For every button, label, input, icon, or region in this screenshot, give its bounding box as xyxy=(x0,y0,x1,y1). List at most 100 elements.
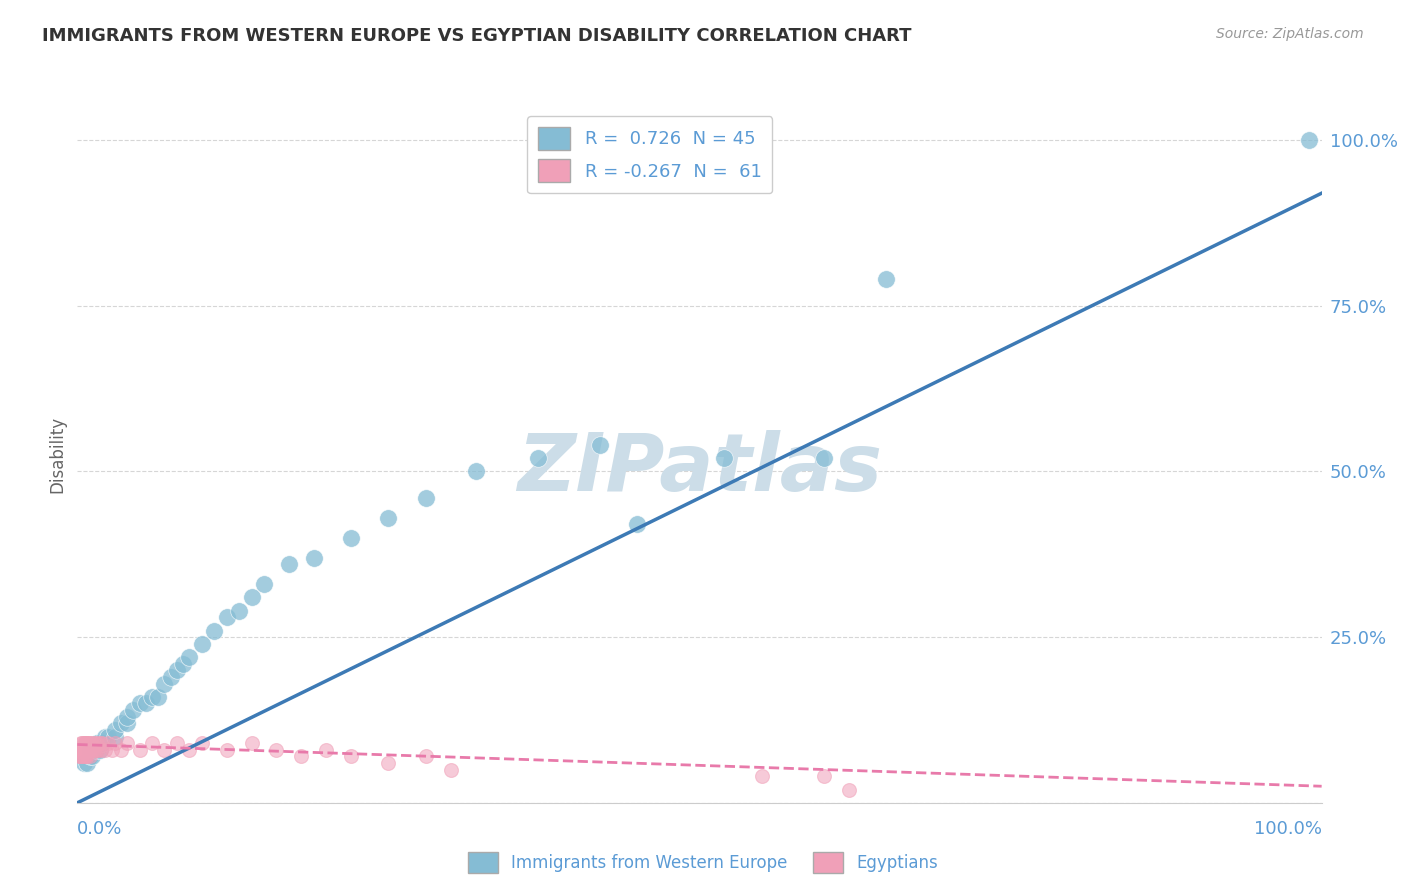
Point xyxy=(79,743,101,757)
Point xyxy=(266,743,288,757)
Text: ZIPatlas: ZIPatlas xyxy=(517,430,882,508)
Point xyxy=(70,743,93,757)
Point xyxy=(240,591,263,605)
Point xyxy=(67,749,90,764)
Point xyxy=(464,465,486,479)
Point xyxy=(148,690,170,704)
Point xyxy=(84,743,107,757)
Point xyxy=(75,743,97,757)
Point xyxy=(172,657,194,671)
Point xyxy=(166,663,188,677)
Point xyxy=(77,736,100,750)
Point xyxy=(228,604,250,618)
Point xyxy=(315,743,337,757)
Point xyxy=(215,610,238,624)
Point xyxy=(115,736,138,750)
Text: 0.0%: 0.0% xyxy=(77,820,122,838)
Point xyxy=(122,703,145,717)
Point xyxy=(79,749,101,764)
Point xyxy=(440,763,463,777)
Point xyxy=(813,451,835,466)
Point xyxy=(87,743,110,757)
Point xyxy=(526,451,548,466)
Point xyxy=(86,736,108,750)
Point xyxy=(290,749,312,764)
Point xyxy=(115,709,138,723)
Point xyxy=(141,736,163,750)
Point xyxy=(82,743,104,757)
Point xyxy=(93,743,115,757)
Point xyxy=(73,736,96,750)
Point xyxy=(415,491,437,505)
Point xyxy=(277,558,299,572)
Point xyxy=(70,749,93,764)
Point xyxy=(76,756,98,770)
Point xyxy=(110,743,132,757)
Point xyxy=(67,743,90,757)
Point xyxy=(302,550,325,565)
Point xyxy=(128,743,150,757)
Point xyxy=(75,736,97,750)
Point xyxy=(875,272,897,286)
Point xyxy=(128,697,150,711)
Point xyxy=(110,716,132,731)
Point xyxy=(72,736,94,750)
Legend: Immigrants from Western Europe, Egyptians: Immigrants from Western Europe, Egyptian… xyxy=(461,846,945,880)
Point xyxy=(73,743,96,757)
Point xyxy=(79,736,101,750)
Point xyxy=(82,736,104,750)
Point xyxy=(153,743,176,757)
Point xyxy=(76,749,98,764)
Point xyxy=(86,736,108,750)
Point xyxy=(159,670,181,684)
Legend: R =  0.726  N = 45, R = -0.267  N =  61: R = 0.726 N = 45, R = -0.267 N = 61 xyxy=(527,116,772,194)
Point xyxy=(79,749,101,764)
Point xyxy=(84,743,107,757)
Point xyxy=(72,743,94,757)
Point xyxy=(713,451,735,466)
Point xyxy=(83,736,105,750)
Point xyxy=(73,749,96,764)
Point xyxy=(166,736,188,750)
Point xyxy=(82,749,104,764)
Point xyxy=(72,749,94,764)
Text: IMMIGRANTS FROM WESTERN EUROPE VS EGYPTIAN DISABILITY CORRELATION CHART: IMMIGRANTS FROM WESTERN EUROPE VS EGYPTI… xyxy=(42,27,911,45)
Point xyxy=(253,577,276,591)
Point xyxy=(377,511,399,525)
Point xyxy=(89,743,111,757)
Point xyxy=(813,769,835,783)
Point xyxy=(202,624,225,638)
Point xyxy=(179,650,201,665)
Point xyxy=(377,756,399,770)
Point xyxy=(72,756,94,770)
Point xyxy=(90,743,112,757)
Point xyxy=(240,736,263,750)
Text: Source: ZipAtlas.com: Source: ZipAtlas.com xyxy=(1216,27,1364,41)
Point xyxy=(1298,133,1320,147)
Point xyxy=(69,743,91,757)
Point xyxy=(626,517,648,532)
Point xyxy=(135,697,157,711)
Point xyxy=(589,438,612,452)
Point xyxy=(153,676,176,690)
Point xyxy=(75,749,97,764)
Point xyxy=(104,736,127,750)
Point xyxy=(70,736,93,750)
Point xyxy=(77,743,100,757)
Point xyxy=(72,736,94,750)
Point xyxy=(191,637,214,651)
Point xyxy=(89,736,111,750)
Point xyxy=(91,736,114,750)
Point xyxy=(215,743,238,757)
Point xyxy=(97,736,120,750)
Point xyxy=(69,749,91,764)
Point xyxy=(101,743,124,757)
Point xyxy=(415,749,437,764)
Point xyxy=(104,730,127,744)
Point xyxy=(97,730,120,744)
Point xyxy=(76,736,98,750)
Point xyxy=(104,723,127,737)
Point xyxy=(179,743,201,757)
Point xyxy=(141,690,163,704)
Point xyxy=(72,749,94,764)
